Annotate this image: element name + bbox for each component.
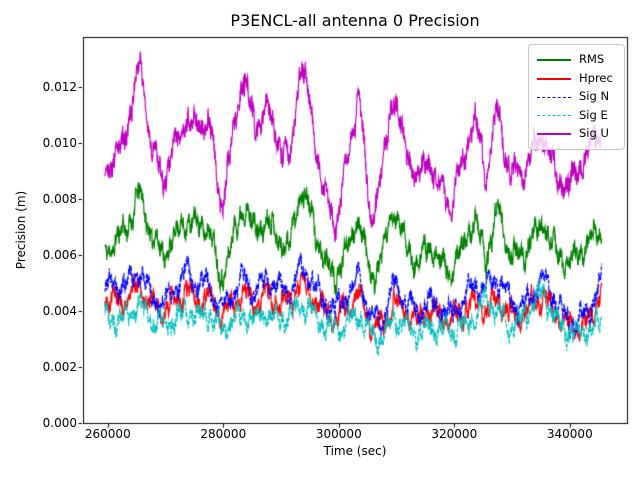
chart-title: P3ENCL-all antenna 0 Precision xyxy=(230,11,480,30)
legend-label: Sig U xyxy=(579,126,609,141)
legend-line-sample xyxy=(537,77,571,80)
legend-label: Hprec xyxy=(579,70,613,85)
legend-entry: RMS xyxy=(537,51,618,69)
x-tick-label: 300000 xyxy=(315,427,362,441)
x-tick-label: 340000 xyxy=(546,427,593,441)
x-axis-label: Time (sec) xyxy=(323,444,387,458)
y-tick-label: 0.010 xyxy=(42,135,77,150)
legend-line-sample xyxy=(537,59,571,62)
y-tick-label: 0.012 xyxy=(42,79,77,94)
x-tick-label: 260000 xyxy=(84,427,131,441)
legend: RMS Hprec Sig N Sig E Sig U xyxy=(528,44,625,150)
legend-entry: Sig N xyxy=(537,88,618,106)
y-tick-label: 0.002 xyxy=(42,359,77,374)
legend-entry: Sig E xyxy=(537,106,618,124)
legend-label: Sig E xyxy=(579,107,608,122)
y-tick-label: 0.006 xyxy=(42,247,77,262)
y-tick-label: 0.008 xyxy=(42,191,77,206)
y-tick-label: 0.000 xyxy=(42,415,77,430)
legend-entry: Sig U xyxy=(537,125,618,143)
legend-line-sample xyxy=(537,114,571,116)
legend-entry: Hprec xyxy=(537,69,618,87)
legend-line-sample xyxy=(537,132,571,135)
y-tick-label: 0.004 xyxy=(42,303,77,318)
x-tick-label: 280000 xyxy=(200,427,247,441)
x-tick-label: 320000 xyxy=(431,427,478,441)
legend-label: Sig N xyxy=(579,89,610,104)
legend-label: RMS xyxy=(579,52,605,67)
legend-line-sample xyxy=(537,96,571,98)
